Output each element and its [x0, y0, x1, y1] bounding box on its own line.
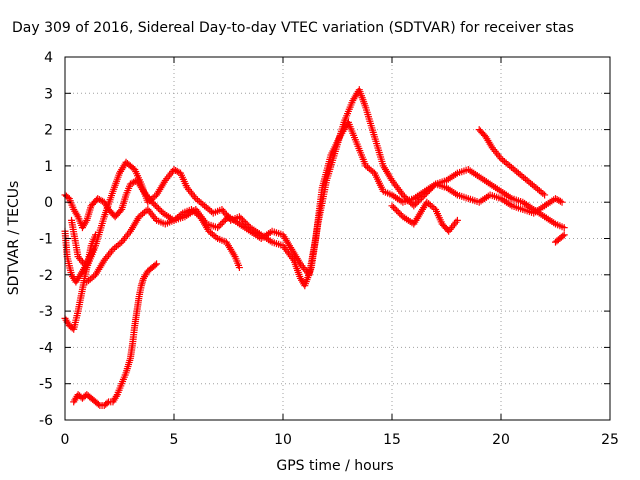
data-point: [390, 203, 398, 211]
data-point: [156, 206, 164, 214]
data-point: [428, 183, 436, 191]
data-point: [240, 217, 248, 225]
data-point: [413, 199, 421, 207]
data-point: [411, 200, 419, 208]
data-point: [217, 220, 225, 228]
data-point: [414, 197, 422, 205]
y-tick-label: 3: [44, 86, 53, 102]
series-trace-b: [68, 86, 568, 290]
data-point: [150, 200, 158, 208]
data-point: [235, 213, 243, 221]
data-point: [559, 232, 567, 240]
series-layer: [61, 86, 568, 409]
x-tick-label: 0: [61, 432, 70, 448]
data-point: [405, 197, 413, 205]
data-point: [173, 167, 181, 175]
data-point: [237, 214, 245, 222]
data-point: [402, 194, 410, 202]
y-tick-label: -3: [39, 304, 53, 320]
data-point: [394, 208, 402, 216]
y-tick-label: -2: [39, 268, 53, 284]
data-point: [151, 201, 159, 209]
y-tick-label: -5: [39, 377, 53, 393]
data-point: [418, 194, 426, 202]
data-point: [153, 203, 161, 211]
data-point: [154, 204, 162, 212]
data-point: [541, 191, 549, 199]
data-point: [97, 196, 105, 204]
data-point: [239, 216, 247, 224]
data-point: [151, 261, 159, 269]
data-point: [560, 224, 568, 232]
series-trace-d: [61, 231, 100, 333]
series-trace-g: [388, 198, 461, 235]
data-point: [419, 192, 427, 200]
x-tick-label: 25: [601, 432, 619, 448]
data-point: [425, 186, 433, 194]
y-axis-label: SDTVAR / TECUs: [6, 181, 22, 296]
data-point: [556, 197, 564, 205]
data-point: [416, 196, 424, 204]
x-tick-label: 15: [383, 432, 401, 448]
data-point: [94, 400, 102, 408]
data-point: [555, 196, 563, 204]
data-point: [400, 192, 408, 200]
data-point: [430, 182, 438, 190]
y-tick-label: 1: [44, 159, 53, 175]
data-point: [218, 219, 226, 227]
data-point: [427, 185, 435, 193]
data-point: [407, 199, 415, 207]
data-point: [242, 219, 250, 227]
series-trace-h: [475, 126, 549, 199]
data-point: [103, 399, 111, 407]
x-tick-label: 10: [274, 432, 292, 448]
series-trace-i: [552, 231, 568, 246]
data-point: [391, 205, 399, 213]
x-tick-label: 5: [170, 432, 179, 448]
data-point: [243, 220, 251, 228]
y-tick-label: -4: [39, 340, 53, 356]
data-point: [421, 191, 429, 199]
grid: [65, 57, 610, 420]
series-trace-e: [83, 205, 243, 286]
x-tick-label: 20: [492, 432, 510, 448]
x-axis-label: GPS time / hours: [276, 458, 393, 474]
y-tick-label: -6: [39, 413, 53, 429]
data-point: [92, 231, 100, 239]
data-point: [396, 210, 404, 218]
data-point: [220, 217, 228, 225]
data-point: [399, 191, 407, 199]
y-tick-label: -1: [39, 232, 53, 248]
data-point: [116, 207, 124, 215]
data-point: [153, 260, 161, 268]
y-tick-label: 0: [44, 195, 53, 211]
series-trace-f: [70, 260, 161, 409]
data-point: [215, 222, 223, 230]
y-tick-label: 2: [44, 123, 53, 139]
data-point: [388, 202, 396, 210]
y-ticks: -6 -5 -4 -3 -2 -1 0 1 2 3 4: [39, 50, 610, 429]
data-point: [424, 188, 432, 196]
y-tick-label: 4: [44, 50, 53, 66]
chart-title: Day 309 of 2016, Sidereal Day-to-day VTE…: [12, 20, 574, 36]
data-point: [422, 189, 430, 197]
data-point: [410, 202, 418, 210]
data-point: [404, 196, 412, 204]
data-point: [214, 224, 222, 232]
x-ticks: 0 5 10 15 20 25: [61, 57, 619, 448]
data-point: [560, 231, 568, 239]
data-point: [558, 198, 566, 206]
data-point: [235, 264, 243, 272]
data-point: [393, 206, 401, 214]
data-point: [453, 216, 461, 224]
